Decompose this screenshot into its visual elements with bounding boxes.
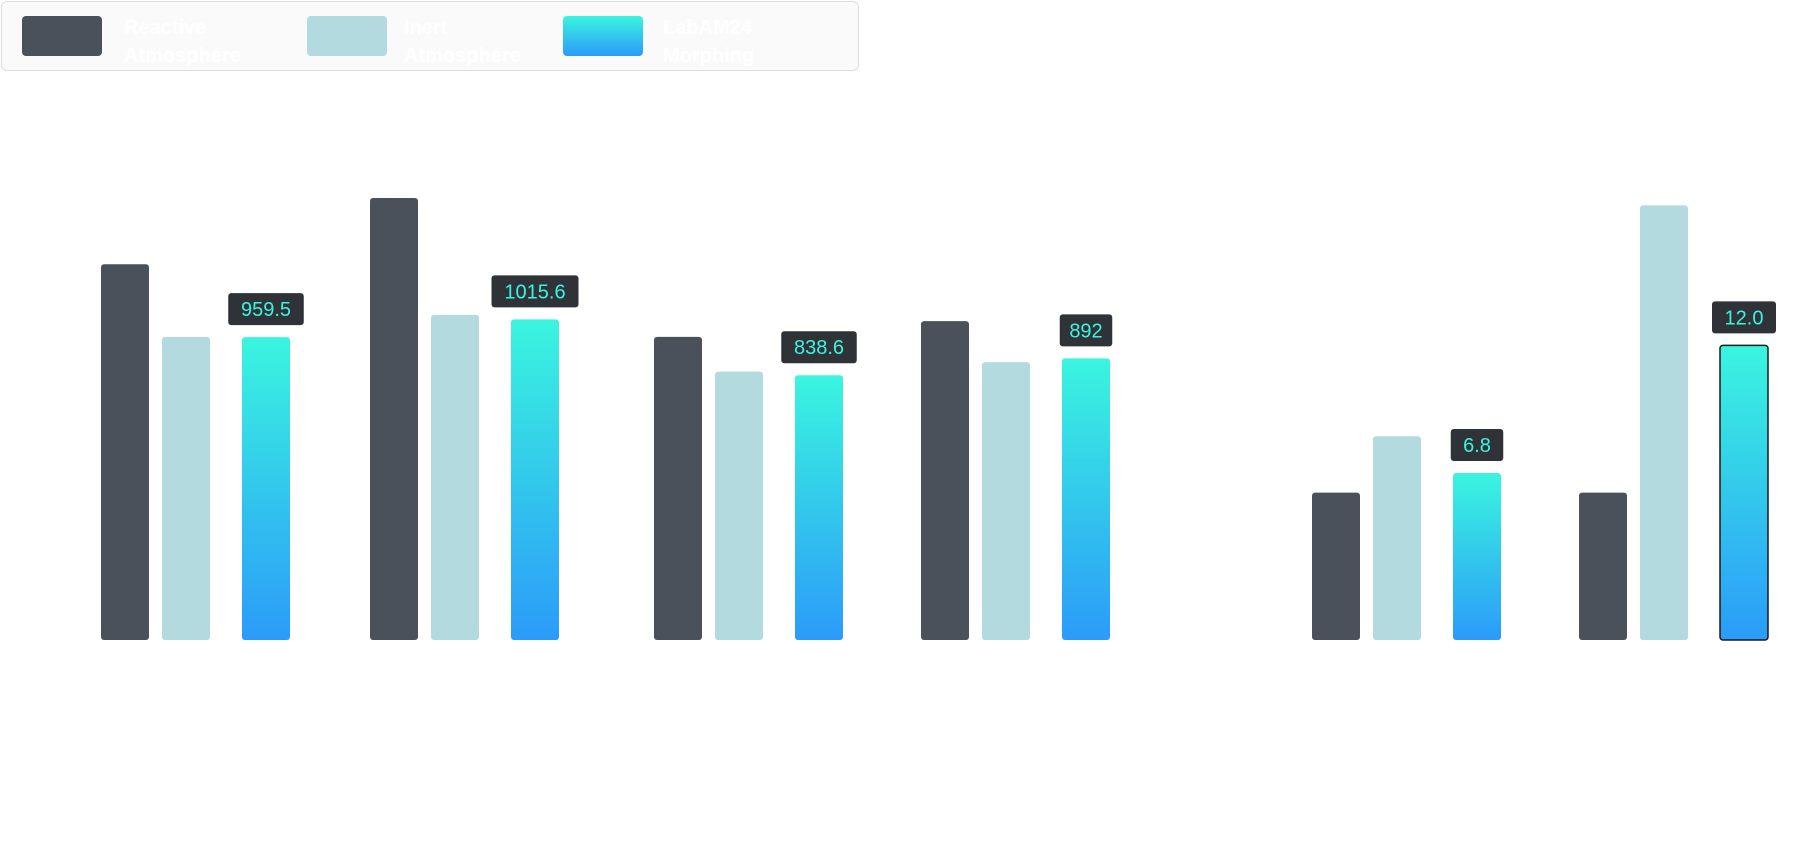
data-label-bg-2 xyxy=(781,331,857,364)
data-label-bg-4 xyxy=(1450,429,1504,462)
data-label-bg-1 xyxy=(491,275,579,308)
legend-swatch-inert xyxy=(307,16,387,56)
data-label-bg-3 xyxy=(1059,314,1113,347)
legend-label-inert: Inert Atmosphere xyxy=(404,17,521,67)
legend-label-reactive: Reactive Atmosphere xyxy=(124,17,241,67)
bar-inert-4[interactable] xyxy=(1373,436,1421,640)
bar-inert-3[interactable] xyxy=(982,362,1030,640)
data-label-4: 6.8 xyxy=(1463,435,1491,457)
bars-layer xyxy=(101,198,1769,641)
bar-reactive-2[interactable] xyxy=(654,336,702,640)
bar-shield-5[interactable] xyxy=(1719,344,1769,641)
legend-label-shield: LabAM24 Morphing Shield xyxy=(663,17,755,95)
bar-shield-2[interactable] xyxy=(795,375,843,640)
bar-inert-1[interactable] xyxy=(431,314,479,640)
bar-shield-0[interactable] xyxy=(242,337,290,640)
data-label-bg-5 xyxy=(1712,301,1776,334)
bar-inert-2[interactable] xyxy=(715,371,763,640)
legend-swatch-shield xyxy=(563,16,643,56)
bar-reactive-3[interactable] xyxy=(921,321,969,640)
data-label-bg-0 xyxy=(228,293,304,326)
legend-swatch-reactive xyxy=(22,16,102,56)
data-label-3: 892 xyxy=(1069,320,1102,342)
bar-inert-5[interactable] xyxy=(1640,205,1688,640)
bar-shield-3[interactable] xyxy=(1062,358,1110,640)
bar-inert-0[interactable] xyxy=(162,336,210,640)
bar-shield-1[interactable] xyxy=(511,319,559,640)
bar-shield-4[interactable] xyxy=(1453,473,1501,640)
data-label-5: 12.0 xyxy=(1725,307,1764,329)
bar-reactive-1[interactable] xyxy=(370,198,418,640)
bar-reactive-5[interactable] xyxy=(1579,492,1627,640)
legend: Reactive Atmosphere Inert Atmosphere Lab… xyxy=(1,1,859,95)
bar-reactive-0[interactable] xyxy=(101,264,149,640)
data-label-2: 838.6 xyxy=(794,337,844,359)
bar-reactive-4[interactable] xyxy=(1312,492,1360,640)
data-label-0: 959.5 xyxy=(241,299,291,321)
data-labels-layer: 959.5 1015.6 838.6 892 6.8 12.0 xyxy=(228,275,1776,462)
data-label-1: 1015.6 xyxy=(504,281,565,303)
